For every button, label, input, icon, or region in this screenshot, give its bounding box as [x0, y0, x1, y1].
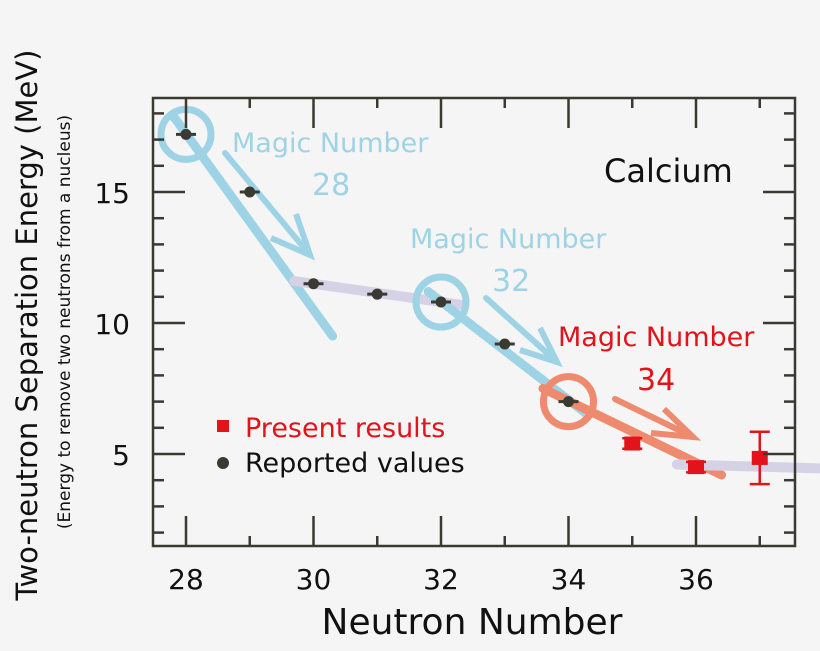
reported-point	[244, 186, 256, 198]
present-point	[624, 436, 641, 451]
arrow-icon	[483, 295, 560, 365]
reported-point	[371, 288, 383, 300]
tick-labels: 28 30 32 34 36 5 10 15	[94, 177, 713, 596]
y-axis-sublabel: (Energy to remove two neutrons from a nu…	[55, 115, 75, 529]
annotation-number-34: 34	[637, 363, 675, 398]
y-tick-label: 5	[112, 439, 130, 472]
x-tick-label: 30	[296, 563, 332, 596]
arrowhead-icon	[519, 326, 563, 368]
y-tick-label: 10	[94, 308, 130, 341]
annotation-label-32: Magic Number	[410, 224, 607, 255]
annotation-number-32: 32	[492, 264, 530, 299]
reported-point	[499, 338, 511, 350]
x-axis-label: Neutron Number	[322, 602, 623, 643]
legend-square-icon	[217, 420, 229, 432]
legend-label-present: Present results	[245, 413, 445, 444]
reported-point	[180, 128, 192, 140]
annotation-number-28: 28	[312, 168, 350, 203]
present-point	[688, 460, 704, 475]
legend: Present results Reported values	[217, 413, 465, 479]
arrowhead-icon	[650, 406, 702, 441]
arrowhead-icon	[269, 213, 316, 261]
arrow-icon	[222, 150, 313, 258]
legend-label-reported: Reported values	[245, 448, 465, 479]
annotation-label-34: Magic Number	[558, 322, 755, 353]
reported-point	[563, 396, 574, 408]
annotation-label-28: Magic Number	[232, 128, 429, 159]
reported-point	[308, 278, 319, 290]
magic-circle-32	[412, 273, 470, 331]
magic-number-arrows	[222, 150, 702, 441]
annotations: Magic Number 28 Magic Number 32 Magic Nu…	[232, 128, 755, 398]
plot-frame	[151, 96, 797, 548]
legend-circle-icon	[217, 457, 229, 469]
magic-circle-34	[540, 373, 597, 431]
x-tick-label: 32	[423, 563, 459, 596]
data-points	[176, 128, 770, 486]
element-label: Calcium	[604, 152, 733, 190]
reported-point	[435, 296, 447, 308]
x-tick-label: 28	[168, 563, 204, 596]
x-tick-label: 36	[678, 563, 714, 596]
arrow-icon	[612, 396, 696, 440]
y-axis-label: Two-neutron Separation Energy (MeV)	[10, 50, 44, 602]
y-tick-label: 15	[94, 177, 130, 210]
x-tick-label: 34	[551, 563, 587, 596]
